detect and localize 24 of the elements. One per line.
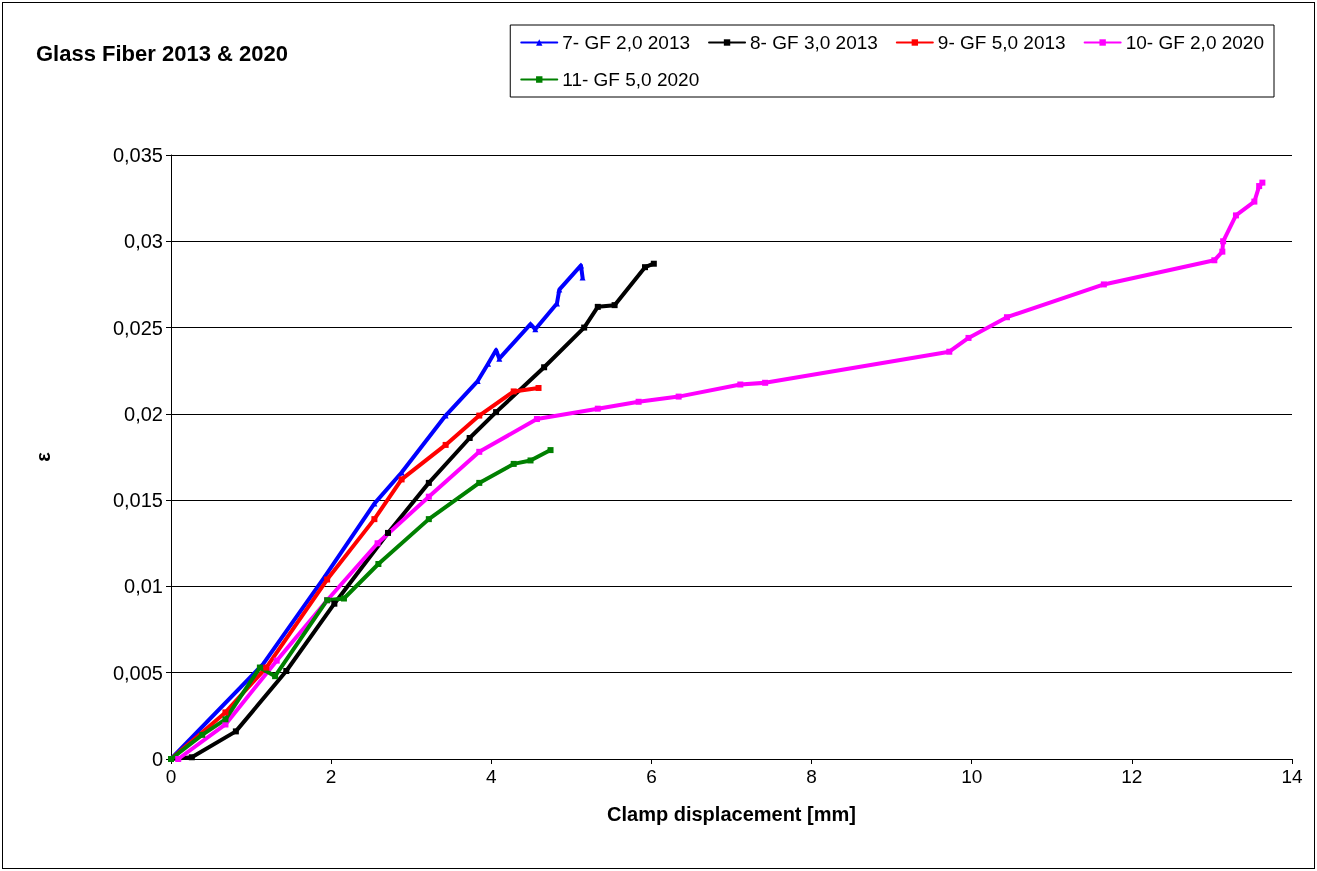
x-tick-label: 12 (1121, 766, 1143, 787)
x-axis-title: Clamp displacement [mm] (607, 803, 856, 825)
y-tick-label: 0,035 (112, 144, 163, 166)
x-tick-label: 4 (486, 766, 497, 787)
y-axis-title: ε (32, 451, 54, 462)
legend-label: 11- GF 5,0 2020 (562, 69, 700, 90)
x-tick-label: 10 (961, 766, 983, 787)
y-tick-label: 0,025 (112, 316, 163, 339)
y-tick-label: 0,02 (124, 402, 163, 425)
x-tick-label: 8 (806, 766, 817, 787)
x-tick-label: 14 (1281, 766, 1303, 787)
y-tick-label: 0,03 (124, 230, 163, 253)
x-tick-label: 0 (165, 766, 177, 787)
legend-label: 10- GF 2,0 2020 (1125, 32, 1265, 53)
legend-label: 9- GF 5,0 2013 (937, 32, 1066, 53)
y-tick-label: 0,015 (112, 489, 163, 512)
legend-label: 8- GF 3,0 2013 (750, 32, 878, 53)
y-tick-label: 0 (151, 748, 163, 770)
x-tick-label: 6 (646, 766, 657, 787)
y-tick-label: 0,01 (124, 575, 163, 598)
chart-title: Glass Fiber 2013 & 2020 (36, 40, 288, 66)
legend-label: 7- GF 2,0 2013 (562, 32, 691, 53)
y-tick-label: 0,005 (112, 661, 163, 684)
x-tick-label: 2 (325, 766, 337, 787)
